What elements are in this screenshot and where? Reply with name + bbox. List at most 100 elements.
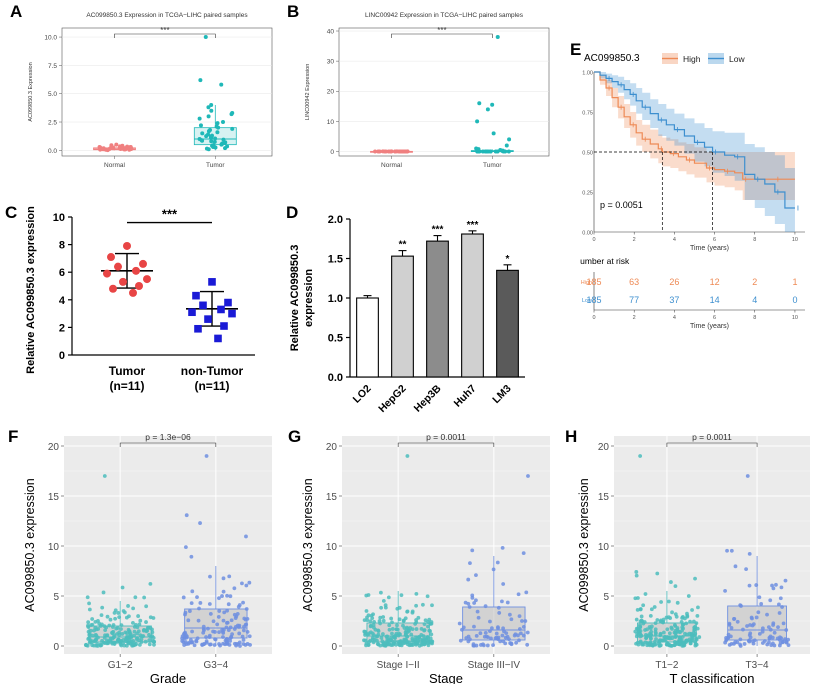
data-point xyxy=(226,628,231,633)
data-point xyxy=(143,275,151,284)
chart-f-grade-box: 0 5 10 15 20 AC099850.3 expression G1−2 G3−4 Gra… xyxy=(23,432,272,684)
data-point xyxy=(247,634,252,639)
data-point xyxy=(732,642,736,646)
risk-time-label: 0 xyxy=(592,315,595,321)
risk-count: 0 xyxy=(792,295,797,305)
data-point xyxy=(653,621,658,626)
data-point xyxy=(198,78,203,83)
data-point xyxy=(491,567,496,572)
data-point xyxy=(428,629,432,633)
data-point xyxy=(512,633,517,638)
data-point xyxy=(636,596,640,600)
data-point xyxy=(658,632,663,637)
chart-h-t-class-box: 0 5 10 15 20 AC099850.3 expression T1−2 T3−4T c… xyxy=(577,432,810,684)
data-point xyxy=(228,639,232,643)
data-point xyxy=(684,639,688,643)
data-point xyxy=(517,638,521,643)
data-point xyxy=(108,617,113,622)
data-point xyxy=(757,631,762,636)
data-point xyxy=(429,632,434,637)
data-point xyxy=(474,573,478,578)
data-point xyxy=(380,639,385,644)
data-point xyxy=(117,146,122,151)
legend-label: Low xyxy=(729,54,745,64)
data-point xyxy=(668,636,672,641)
data-point xyxy=(426,620,431,625)
y-axis-label: Relative AC099850.3 expression xyxy=(25,206,37,374)
data-point xyxy=(507,137,512,142)
risk-count: 63 xyxy=(629,277,639,287)
data-point xyxy=(474,146,479,151)
data-point xyxy=(87,601,91,606)
data-point xyxy=(379,636,384,640)
data-point xyxy=(464,636,469,640)
data-point xyxy=(145,625,150,630)
data-point xyxy=(226,602,231,607)
data-point xyxy=(672,643,677,648)
data-point xyxy=(244,607,249,611)
y-tick-label: 10 xyxy=(598,542,610,553)
data-point xyxy=(389,616,394,621)
data-point xyxy=(108,146,113,151)
data-point xyxy=(129,639,134,644)
x-axis-label: Grade xyxy=(150,671,186,684)
data-point xyxy=(209,139,214,144)
data-point xyxy=(760,626,765,631)
data-point xyxy=(380,149,385,154)
data-point xyxy=(724,636,728,640)
data-point xyxy=(151,639,156,644)
data-point xyxy=(103,269,111,278)
data-point xyxy=(466,577,471,582)
data-point xyxy=(474,633,479,638)
data-point xyxy=(373,149,378,154)
data-point xyxy=(215,130,220,135)
data-point xyxy=(695,613,700,618)
data-point xyxy=(228,594,233,599)
data-point xyxy=(232,612,237,617)
data-point xyxy=(129,288,137,297)
p-value-label: p = 1.3e−06 xyxy=(145,432,191,442)
y-tick-label: 0.25 xyxy=(582,191,593,197)
panel-letter-b: B xyxy=(287,2,300,21)
data-point xyxy=(152,642,156,647)
data-point xyxy=(420,602,425,607)
data-point xyxy=(98,624,103,628)
data-point xyxy=(220,322,228,330)
data-point xyxy=(393,639,397,644)
data-point xyxy=(639,633,644,638)
data-point xyxy=(96,627,101,631)
data-point xyxy=(781,621,786,626)
data-point xyxy=(220,594,224,598)
data-point xyxy=(86,623,90,628)
data-point xyxy=(135,625,140,630)
x-tick-label: Tumor xyxy=(206,162,225,169)
significance-bracket xyxy=(119,442,217,447)
risk-row-label: High xyxy=(581,280,592,286)
data-point xyxy=(729,626,734,630)
data-point xyxy=(362,629,367,634)
p-value-label: p = 0.0051 xyxy=(600,200,643,210)
data-point xyxy=(771,586,776,591)
data-point xyxy=(116,611,121,615)
data-point xyxy=(509,642,514,647)
panel-letter-d: D xyxy=(286,203,299,222)
data-point xyxy=(410,636,415,641)
data-point xyxy=(364,593,369,598)
data-point xyxy=(483,604,488,609)
data-point xyxy=(150,630,155,635)
data-point xyxy=(217,596,221,601)
data-point xyxy=(93,632,98,637)
data-point xyxy=(638,619,643,624)
data-point xyxy=(525,630,530,635)
y-tick-label: 20 xyxy=(48,442,60,453)
x-tick-label: G3−4 xyxy=(203,660,228,671)
data-point xyxy=(391,634,396,639)
data-point xyxy=(150,627,154,632)
bar xyxy=(496,269,519,378)
data-point xyxy=(244,583,249,588)
y-tick-label: 2.5 xyxy=(48,120,57,127)
data-point xyxy=(784,639,789,644)
data-point xyxy=(245,616,250,621)
data-point xyxy=(748,635,753,640)
data-point xyxy=(102,474,107,478)
